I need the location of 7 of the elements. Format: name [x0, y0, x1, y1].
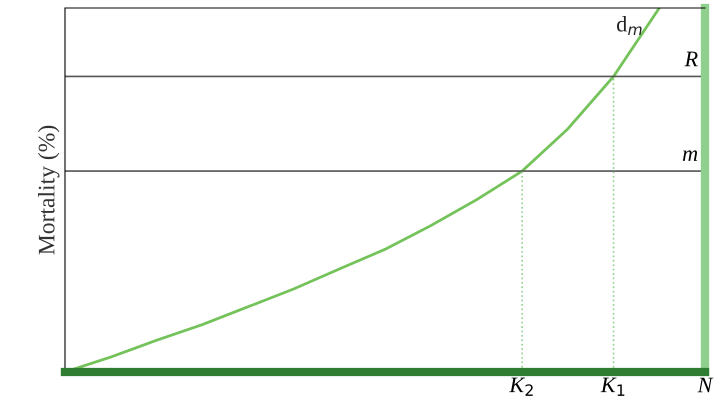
series-label: d$_{m}$ — [616, 16, 642, 36]
ref-line-label: R — [684, 52, 698, 66]
y-axis-title: Mortality (%) — [38, 126, 60, 255]
ref-line-label: m — [682, 150, 698, 161]
x-tick-label: K$_{2}$ — [509, 378, 533, 396]
x-tick-label: K$_{1}$ — [600, 378, 624, 396]
x-tick-label: N — [697, 378, 714, 392]
